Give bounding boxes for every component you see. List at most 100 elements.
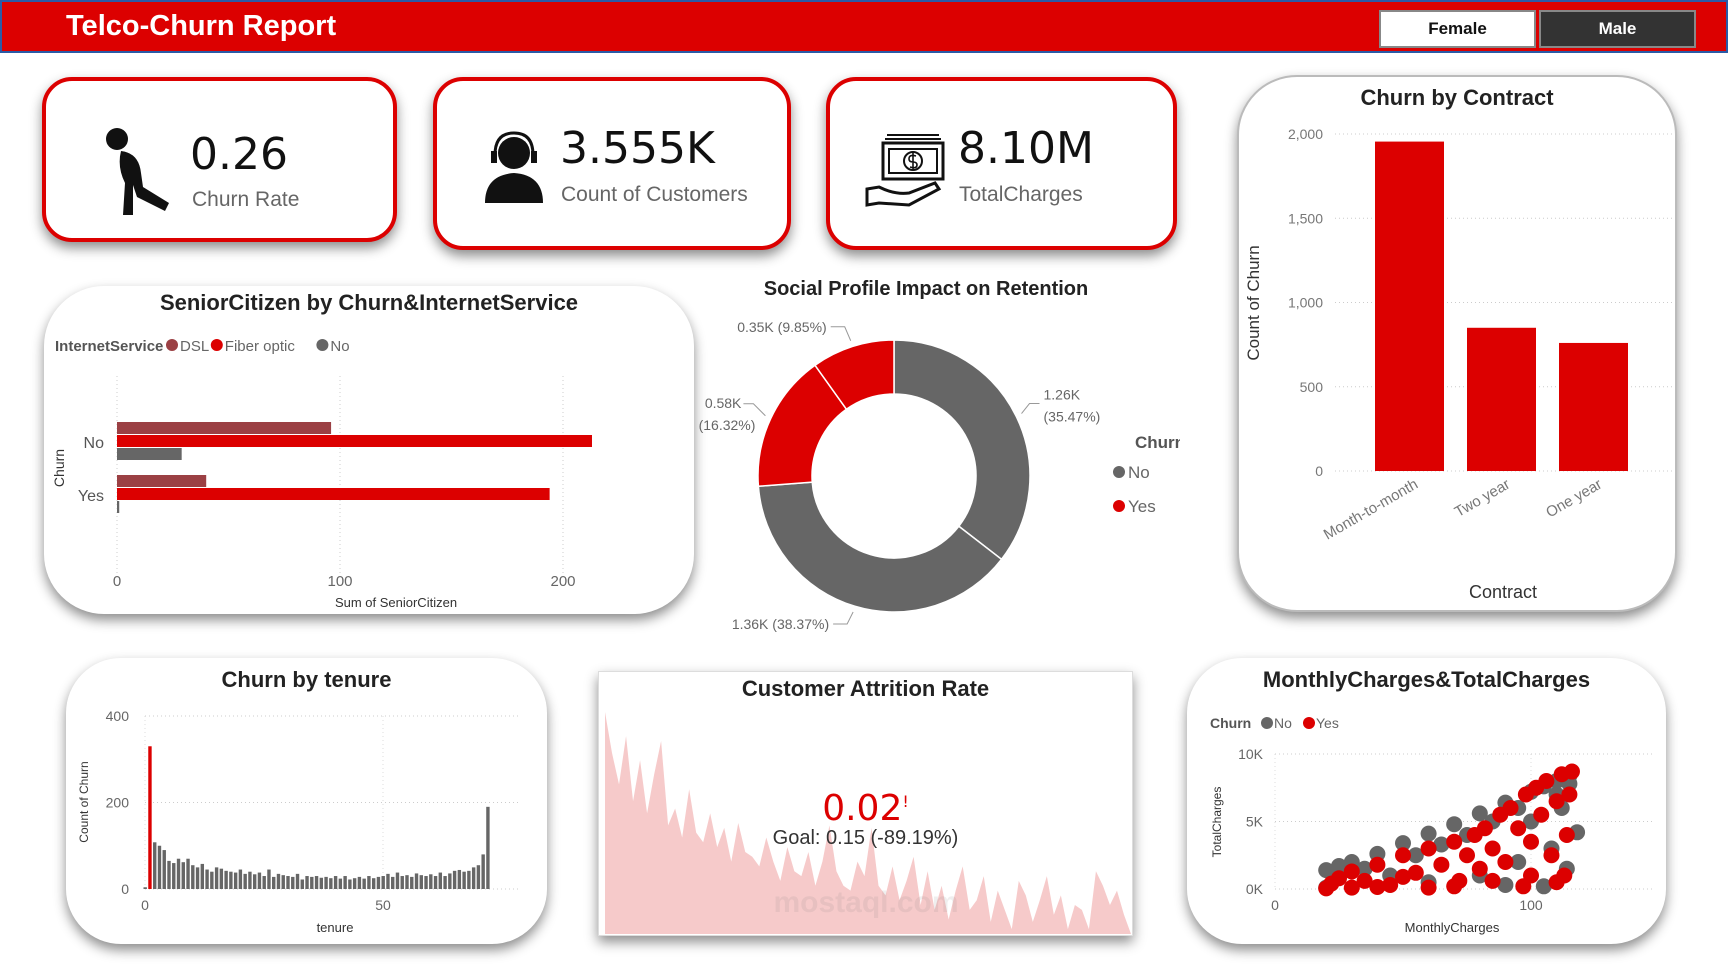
- y-axis-title: Count of Churn: [77, 761, 91, 842]
- tenure-bar: [362, 878, 366, 889]
- tenure-bar: [252, 874, 257, 889]
- tenure-bar: [433, 876, 438, 889]
- bar-no-fiber-optic: [117, 435, 592, 447]
- legend-marker: [316, 339, 329, 351]
- tired-person-icon: [106, 128, 169, 215]
- tenure-bar: [381, 876, 385, 889]
- x-tick-label: Month-to-month: [1321, 476, 1421, 544]
- tenure-bar: [443, 876, 447, 889]
- tenure-bar: [343, 876, 347, 889]
- scatter-point-yes: [1484, 872, 1501, 889]
- tenure-bar: [286, 876, 290, 889]
- y-tick-label: 1,500: [1288, 210, 1323, 226]
- kpi-card-churn-rate: 0.26 Churn Rate: [42, 77, 397, 242]
- scatter-point-yes: [1548, 874, 1565, 891]
- tenure-bar: [476, 865, 481, 889]
- tenure-bar: [348, 879, 352, 889]
- scatter-point-no: [1420, 825, 1437, 842]
- tenure-bar: [429, 874, 433, 889]
- social-profile-donut-chart: Churn 1.26K (35.47%) 1.36K (38.37%) 0.58K (1…: [699, 319, 1180, 632]
- tenure-bar: [143, 887, 147, 889]
- y-tick-label: 10K: [1238, 746, 1264, 762]
- churn-by-tenure-card: Churn by tenure Count of Churn tenure 0 2…: [66, 658, 547, 944]
- bar-no-dsl: [117, 422, 332, 434]
- y-tick-label: 200: [106, 795, 130, 811]
- y-axis-title: TotalCharges: [1210, 787, 1224, 858]
- bar-yes-dsl: [117, 475, 207, 487]
- legend-item: Yes: [1128, 497, 1156, 516]
- scatter-point-yes: [1395, 847, 1411, 864]
- kpi-label: TotalCharges: [959, 183, 1083, 206]
- scatter-point-yes: [1476, 820, 1493, 837]
- scatter-point-no: [1331, 858, 1347, 875]
- tenure-bar: [410, 876, 414, 889]
- tenure-bar: [324, 876, 328, 889]
- monthly-total-charges-card: MonthlyCharges&TotalCharges Churn TotalC…: [1187, 658, 1666, 944]
- kpi-label: Churn Rate: [192, 188, 300, 211]
- scatter-point-yes: [1343, 863, 1360, 880]
- data-label: 1.36K (38.37%): [732, 616, 829, 632]
- data-label-value: 0.35K: [737, 319, 774, 335]
- data-label-pct: (16.32%): [699, 417, 756, 433]
- goal-text: Goal: 0.15 (-89.19%): [772, 827, 959, 849]
- x-tick-label: Two year: [1452, 476, 1513, 521]
- x-tick-label: One year: [1543, 476, 1605, 522]
- y-tick-label: 0: [121, 881, 129, 897]
- data-label-pct: (38.37%): [772, 616, 829, 632]
- male-filter-button[interactable]: Male: [1539, 10, 1696, 48]
- legend-item: No: [1274, 715, 1292, 731]
- tenure-bar: [248, 871, 252, 889]
- legend-marker: [1261, 717, 1273, 729]
- scatter-point-yes: [1510, 820, 1527, 837]
- tenure-bar: [457, 869, 462, 889]
- chart-title: Churn by Contract: [1360, 85, 1554, 110]
- charges-scatter-chart: Churn TotalCharges MonthlyCharges 0K 5K 10…: [1210, 715, 1653, 935]
- tenure-bar: [210, 871, 214, 889]
- scatter-point-yes: [1543, 847, 1560, 864]
- chart-title: MonthlyCharges&TotalCharges: [1262, 667, 1591, 692]
- scatter-point-yes: [1533, 806, 1550, 823]
- tenure-bar: [391, 876, 395, 889]
- scatter-point-yes: [1331, 870, 1347, 887]
- tenure-bar: [267, 869, 271, 889]
- x-axis-title: tenure: [317, 920, 354, 935]
- tenure-bar-chart: Count of Churn tenure 0 200 400 0 50: [77, 708, 520, 935]
- tenure-bar: [467, 870, 471, 889]
- tenure-bar: [452, 870, 457, 889]
- scatter-point-yes: [1395, 868, 1411, 885]
- tenure-bar: [191, 865, 195, 889]
- tenure-bar: [333, 876, 338, 889]
- tenure-bar: [386, 873, 390, 889]
- tenure-bar: [462, 871, 466, 889]
- x-tick-label: 0: [1271, 897, 1279, 913]
- tenure-bar: [329, 878, 333, 889]
- tenure-bar: [352, 878, 357, 889]
- donut-slice-no: [893, 339, 1031, 561]
- scatter-point-yes: [1502, 800, 1519, 816]
- scatter-point-yes: [1459, 847, 1475, 864]
- tenure-bar: [205, 869, 209, 889]
- x-axis-title: Sum of SeniorCitizen: [335, 595, 457, 610]
- scatter-point-no: [1395, 835, 1411, 852]
- female-filter-button[interactable]: Female: [1379, 10, 1536, 48]
- tenure-bar: [481, 854, 485, 889]
- alert-icon: !: [902, 792, 909, 811]
- kpi-value: 3.555K: [560, 123, 715, 174]
- tenure-bar: [224, 870, 228, 889]
- y-axis-title: Churn: [51, 449, 67, 487]
- tenure-bar: [262, 876, 266, 889]
- kpi-value: 0.26: [190, 129, 288, 180]
- leader-line: [830, 326, 852, 341]
- tenure-bar: [371, 878, 376, 889]
- senior-citizen-card: SeniorCitizen by Churn&InternetService I…: [44, 286, 694, 614]
- tenure-bar: [272, 876, 276, 889]
- scatter-point-yes: [1563, 763, 1580, 780]
- donut-title: Social Profile Impact on Retention: [763, 278, 1089, 300]
- bar-no-no: [117, 448, 182, 460]
- bar-one-year: [1559, 342, 1628, 471]
- y-tick-label: 0K: [1246, 881, 1264, 897]
- data-label: 0.58K: [705, 395, 742, 411]
- y-tick-label: 0: [1315, 463, 1323, 479]
- scatter-point-yes: [1407, 864, 1424, 881]
- kpi-label: Count of Customers: [561, 183, 748, 206]
